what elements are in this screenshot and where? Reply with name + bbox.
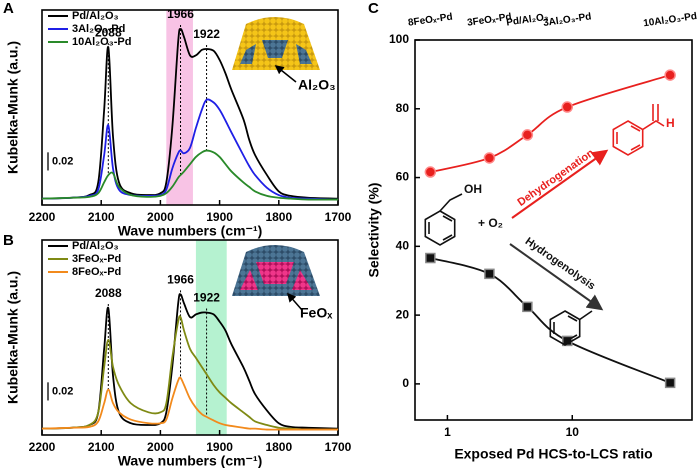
top-label: 3Al₂O₃-Pd xyxy=(543,11,593,29)
marker xyxy=(521,129,534,141)
series-line xyxy=(41,149,339,201)
x-tick-label: 1800 xyxy=(265,440,292,454)
annotation: H xyxy=(666,116,675,130)
legend-label: 3FeOₓ-Pd xyxy=(72,253,121,265)
marker xyxy=(561,101,574,113)
peak-label: 2088 xyxy=(95,25,122,39)
panel-letter: B xyxy=(3,232,14,249)
x-tick-label: 1700 xyxy=(325,440,352,454)
x-axis-label: Wave numbers (cm⁻¹) xyxy=(118,453,263,468)
legend-label: 3Al₂O₃-Pd xyxy=(72,23,125,35)
series-line xyxy=(41,293,339,430)
y-tick-label: 100 xyxy=(389,32,409,46)
scale-bar-label: 0.02 xyxy=(52,385,73,397)
peak-label: 1966 xyxy=(167,7,194,21)
plot-frame xyxy=(414,39,693,421)
annotation: + O₂ xyxy=(478,216,503,230)
marker xyxy=(664,69,676,81)
y-axis-label: Selectivity (%) xyxy=(366,183,382,278)
plot-frame xyxy=(41,239,339,436)
peak-label: 1922 xyxy=(193,27,220,41)
x-tick-label: 2200 xyxy=(29,210,56,224)
x-tick-label: 2200 xyxy=(29,440,56,454)
scale-bar-label: 0.02 xyxy=(52,155,73,167)
y-tick-label: 0 xyxy=(402,376,409,390)
panel-letter: C xyxy=(368,0,379,17)
inset-label: FeOₓ xyxy=(300,305,333,321)
inset-particle xyxy=(232,17,320,83)
x-tick-label: 10 xyxy=(566,425,580,439)
series-line xyxy=(41,28,339,200)
arrow xyxy=(509,243,604,311)
marker xyxy=(522,301,533,313)
x-tick-label: 2000 xyxy=(147,440,174,454)
highlight-band xyxy=(195,240,227,435)
x-tick-label: 2000 xyxy=(147,210,174,224)
marker xyxy=(424,166,437,178)
legend-label: Pd/Al₂O₃ xyxy=(72,10,119,22)
marker xyxy=(664,377,676,389)
x-tick-label: 1800 xyxy=(265,210,292,224)
marker xyxy=(483,152,496,164)
legend-label: Pd/Al₂O₃ xyxy=(72,240,119,252)
arrow xyxy=(511,149,609,219)
series-line xyxy=(430,74,671,173)
marker xyxy=(484,268,495,280)
annotation: OH xyxy=(464,182,482,196)
top-label: 10Al₂O₃-Pd xyxy=(643,11,698,29)
x-axis-label: Exposed Pd HCS-to-LCS ratio xyxy=(454,446,652,462)
x-tick-label: 2100 xyxy=(88,210,115,224)
x-tick-label: 1900 xyxy=(206,210,233,224)
plot-frame xyxy=(41,9,339,206)
series-line xyxy=(41,376,338,431)
series-line xyxy=(41,98,339,201)
y-tick-label: 40 xyxy=(396,239,410,253)
y-axis-label: Kubelka-Munk (a.u.) xyxy=(5,271,21,404)
x-tick-label: 1900 xyxy=(206,440,233,454)
x-tick-label: 2100 xyxy=(88,440,115,454)
y-tick-label: 60 xyxy=(396,170,410,184)
peak-label: 1922 xyxy=(193,291,220,305)
inset-label: Al₂O₃ xyxy=(298,77,336,93)
annotation: Dehydrogenation xyxy=(515,147,596,209)
y-tick-label: 20 xyxy=(396,307,410,321)
annotation: Hydrogenolysis xyxy=(523,235,597,292)
y-tick-label: 80 xyxy=(396,101,410,115)
x-tick-label: 1 xyxy=(444,425,451,439)
peak-label: 1966 xyxy=(167,273,194,287)
molecules xyxy=(424,104,665,346)
marker xyxy=(425,252,436,264)
y-axis-label: Kubelka-Munk (a.u.) xyxy=(5,41,21,174)
legend-label: 8FeOₓ-Pd xyxy=(72,266,121,278)
top-label: 8FeOₓ-Pd xyxy=(407,12,453,29)
peak-label: 2088 xyxy=(95,286,122,300)
x-tick-label: 1700 xyxy=(325,210,352,224)
x-axis-label: Wave numbers (cm⁻¹) xyxy=(118,223,263,239)
series-line xyxy=(41,315,339,431)
legend-label: 10Al₂O₃-Pd xyxy=(72,36,132,48)
panel-letter: A xyxy=(3,0,14,17)
inset-particle xyxy=(232,245,320,311)
